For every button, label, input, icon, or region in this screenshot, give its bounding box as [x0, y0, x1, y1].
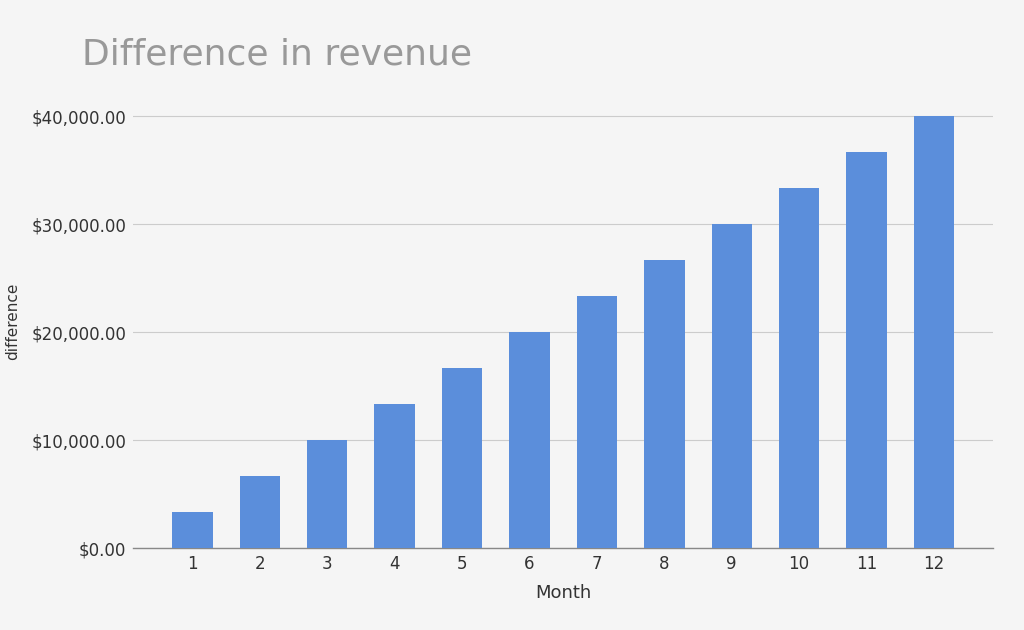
Bar	[913, 116, 954, 548]
Bar	[712, 224, 752, 548]
Bar	[644, 260, 684, 548]
Text: Difference in revenue: Difference in revenue	[82, 38, 472, 72]
Y-axis label: difference: difference	[5, 283, 20, 360]
Bar	[577, 296, 617, 548]
Bar	[375, 404, 415, 548]
X-axis label: Month: Month	[536, 584, 591, 602]
Bar	[779, 188, 819, 548]
Bar	[509, 332, 550, 548]
Bar	[846, 152, 887, 548]
Bar	[240, 476, 281, 548]
Bar	[442, 368, 482, 548]
Bar	[172, 512, 213, 548]
Bar	[307, 440, 347, 548]
